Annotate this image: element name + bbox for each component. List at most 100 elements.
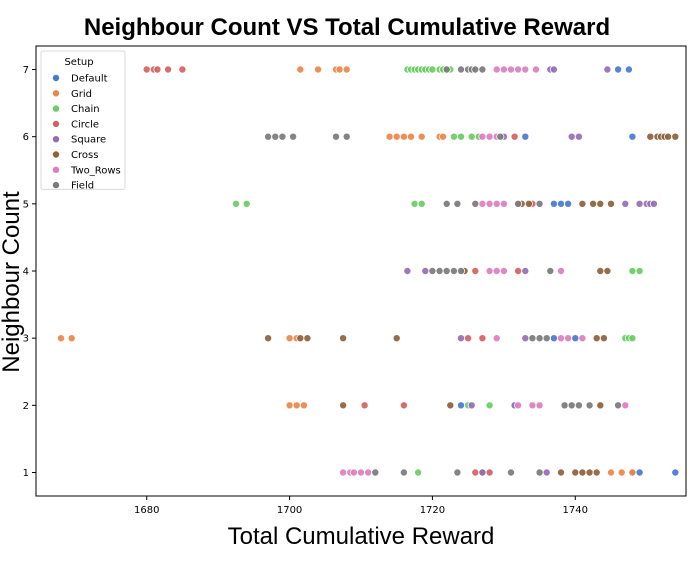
- point-two-rows-14: [492, 266, 501, 275]
- point-cross-25: [557, 468, 566, 477]
- point-field-13: [442, 199, 451, 208]
- point-field-26: [542, 334, 551, 343]
- point-grid-12: [57, 334, 66, 343]
- point-field-12: [496, 132, 505, 141]
- point-square-11: [403, 266, 412, 275]
- point-two-rows-10: [485, 199, 494, 208]
- point-two-rows-29: [364, 468, 373, 477]
- point-cross-18: [339, 334, 348, 343]
- point-field-31: [614, 401, 623, 410]
- point-square-12: [421, 266, 430, 275]
- point-grid-16: [285, 401, 294, 410]
- point-grid-4: [342, 65, 351, 74]
- point-grid-7: [399, 132, 408, 141]
- x-axis-ticks: 1680 1700 1720 1740: [134, 496, 588, 516]
- point-chain-20: [628, 266, 637, 275]
- legend-marker-field: [52, 181, 61, 190]
- point-two-rows-11: [492, 199, 501, 208]
- point-default-6: [564, 199, 573, 208]
- y-tick-label-0: 1: [23, 468, 29, 479]
- point-two-rows-5: [532, 65, 541, 74]
- point-two-rows-1: [499, 65, 508, 74]
- point-default-11: [635, 468, 644, 477]
- point-cross-13: [603, 266, 612, 275]
- point-field-15: [471, 199, 480, 208]
- point-two-rows-9: [478, 199, 487, 208]
- point-field-28: [567, 401, 576, 410]
- point-field-7: [271, 132, 280, 141]
- point-two-rows-16: [557, 266, 566, 275]
- point-grid-14: [285, 334, 294, 343]
- legend-label-circle: Circle: [71, 119, 99, 130]
- point-two-rows-7: [485, 132, 494, 141]
- point-two-rows-12: [499, 199, 508, 208]
- x-tick-label-0: 1680: [134, 505, 159, 516]
- point-circle-14: [471, 468, 480, 477]
- point-chain-28: [414, 468, 423, 477]
- point-square-6: [635, 199, 644, 208]
- point-default-0: [614, 65, 623, 74]
- point-cross-20: [592, 334, 601, 343]
- point-two-rows-18: [557, 334, 566, 343]
- x-axis-label: Total Cumulative Reward: [227, 523, 495, 550]
- legend-label-two-rows: Two_Rows: [70, 165, 121, 176]
- point-cross-17: [303, 334, 312, 343]
- point-chain-21: [635, 266, 644, 275]
- point-default-1: [624, 65, 633, 74]
- point-circle-8: [471, 266, 480, 275]
- point-cross-7: [589, 199, 598, 208]
- y-tick-label-3: 4: [23, 267, 29, 278]
- point-cross-24: [596, 401, 605, 410]
- point-cross-6: [578, 199, 587, 208]
- legend-marker-chain: [52, 104, 61, 113]
- point-cross-16: [296, 334, 305, 343]
- point-field-33: [399, 468, 408, 477]
- point-field-0: [442, 65, 451, 74]
- point-field-18: [428, 266, 437, 275]
- point-cross-21: [599, 334, 608, 343]
- legend-title: Setup: [64, 57, 93, 68]
- point-grid-17: [292, 401, 301, 410]
- point-field-21: [449, 266, 458, 275]
- point-default-9: [456, 401, 465, 410]
- point-chain-7: [428, 65, 437, 74]
- point-field-22: [456, 266, 465, 275]
- point-cross-23: [446, 401, 455, 410]
- point-default-12: [671, 468, 680, 477]
- point-grid-18: [299, 401, 308, 410]
- point-field-29: [574, 401, 583, 410]
- point-cross-27: [578, 468, 587, 477]
- point-cross-4: [664, 132, 673, 141]
- legend-label-cross: Cross: [71, 150, 98, 161]
- point-grid-5: [385, 132, 394, 141]
- x-tick-label-2: 1720: [420, 505, 445, 516]
- point-chain-13: [456, 132, 465, 141]
- point-cross-28: [585, 468, 594, 477]
- point-cross-0: [646, 132, 655, 141]
- legend-marker-circle: [52, 119, 61, 128]
- x-tick-label-3: 1740: [563, 505, 588, 516]
- point-square-9: [649, 199, 658, 208]
- point-default-7: [549, 334, 558, 343]
- point-chain-26: [485, 401, 494, 410]
- point-two-rows-6: [478, 132, 487, 141]
- point-cross-29: [592, 468, 601, 477]
- point-grid-6: [392, 132, 401, 141]
- point-square-19: [542, 468, 551, 477]
- point-two-rows-28: [356, 468, 365, 477]
- legend-label-grid: Grid: [71, 89, 92, 100]
- point-chain-12: [449, 132, 458, 141]
- legend-label-chain: Chain: [71, 104, 100, 115]
- point-cross-8: [596, 199, 605, 208]
- legend-marker-default: [52, 74, 61, 83]
- point-chain-14: [467, 132, 476, 141]
- point-field-20: [442, 266, 451, 275]
- point-cross-22: [339, 401, 348, 410]
- point-grid-3: [335, 65, 344, 74]
- point-grid-11: [439, 132, 448, 141]
- point-square-18: [478, 468, 487, 477]
- x-tick-label-1: 1700: [277, 505, 302, 516]
- legend-marker-square: [52, 135, 61, 144]
- legend-marker-cross: [52, 150, 61, 159]
